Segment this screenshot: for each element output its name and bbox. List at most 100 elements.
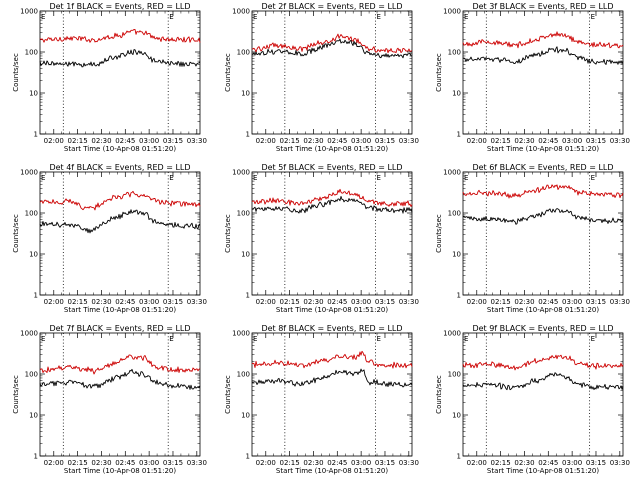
x-tick-label: 03:00 — [139, 459, 159, 467]
y-axis-label: Counts/sec — [224, 214, 232, 253]
x-tick-label: 02:00 — [44, 459, 64, 467]
x-tick-label: 03:30 — [610, 137, 630, 145]
series-line-lld — [39, 354, 201, 375]
x-tick-label: 03:30 — [399, 137, 419, 145]
chart-title: Det 8f BLACK = Events, RED = LLD — [261, 324, 402, 333]
x-tick-label: 02:45 — [538, 137, 558, 145]
chart-panel-7: Det 7f BLACK = Events, RED = LLD 1 10 100 10… — [12, 324, 207, 475]
chart-panel-8: Det 8f BLACK = Events, RED = LLD 1 10 100 10… — [224, 324, 419, 475]
series-line-events — [462, 46, 624, 65]
x-tick-label: 02:15 — [491, 459, 511, 467]
y-tick-label: 1 — [246, 292, 250, 300]
y-tick-label: 10 — [452, 90, 461, 98]
series-line-events — [251, 368, 413, 388]
x-tick-label: 02:15 — [68, 459, 88, 467]
flag-label-right: E — [169, 174, 173, 182]
series-line-lld — [462, 354, 624, 371]
chart-title: Det 1f BLACK = Events, RED = LLD — [49, 2, 190, 11]
x-tick-label: 02:15 — [280, 459, 300, 467]
x-tick-label: 02:45 — [115, 298, 135, 306]
chart-panel-9: Det 9f BLACK = Events, RED = LLD 1 10 100 10… — [435, 324, 630, 475]
y-tick-label: 1 — [457, 292, 461, 300]
x-tick-label: 03:30 — [399, 298, 419, 306]
y-tick-label: 1 — [457, 453, 461, 461]
chart-title: Det 7f BLACK = Events, RED = LLD — [49, 324, 190, 333]
flag-label-right: E — [376, 335, 380, 343]
series-line-lld — [251, 33, 413, 54]
y-axis-label: Counts/sec — [12, 53, 20, 92]
x-tick-label: 03:15 — [375, 459, 395, 467]
y-tick-label: 100 — [25, 49, 38, 57]
x-tick-label: 03:15 — [163, 459, 183, 467]
x-tick-label: 03:30 — [610, 298, 630, 306]
flag-label-left: E — [41, 335, 45, 343]
plot-frame — [39, 171, 201, 296]
x-tick-label: 03:30 — [399, 459, 419, 467]
flag-label-right: E — [591, 13, 595, 21]
x-tick-label: 03:15 — [375, 137, 395, 145]
y-tick-label: 1000 — [443, 330, 461, 338]
y-axis-label: Counts/sec — [12, 214, 20, 253]
y-tick-label: 1000 — [232, 8, 250, 16]
x-tick-label: 02:45 — [115, 137, 135, 145]
chart-panel-5: Det 5f BLACK = Events, RED = LLD 1 10 100 10… — [224, 163, 419, 314]
x-tick-label: 03:15 — [586, 459, 606, 467]
x-tick-label: 02:30 — [514, 137, 534, 145]
x-axis-label: Start Time (10-Apr-08 01:51:20) — [487, 306, 599, 314]
y-axis-label: Counts/sec — [435, 375, 443, 414]
x-tick-label: 02:30 — [303, 459, 323, 467]
y-axis-label: Counts/sec — [435, 53, 443, 92]
series-line-events — [39, 368, 201, 390]
y-tick-label: 10 — [452, 412, 461, 420]
x-tick-label: 02:00 — [467, 459, 487, 467]
y-tick-label: 1000 — [232, 330, 250, 338]
chart-title: Det 3f BLACK = Events, RED = LLD — [472, 2, 613, 11]
flag-label-right: E — [376, 13, 380, 21]
plot-frame — [462, 171, 624, 296]
y-tick-label: 100 — [237, 49, 250, 57]
y-tick-label: 100 — [25, 210, 38, 218]
y-tick-label: 1 — [34, 131, 38, 139]
chart-title: Det 2f BLACK = Events, RED = LLD — [261, 2, 402, 11]
plot-frame — [462, 332, 624, 457]
series-line-events — [462, 208, 624, 225]
chart-panel-4: Det 4f BLACK = Events, RED = LLD 1 10 100 10… — [12, 163, 207, 314]
y-tick-label: 1 — [246, 453, 250, 461]
x-tick-label: 03:00 — [351, 137, 371, 145]
flag-label-left: E — [41, 13, 45, 21]
y-tick-label: 100 — [448, 210, 461, 218]
x-tick-label: 03:00 — [562, 459, 582, 467]
y-tick-label: 10 — [241, 251, 250, 259]
x-tick-label: 02:30 — [514, 459, 534, 467]
x-tick-label: 02:45 — [327, 137, 347, 145]
flag-label-left: E — [41, 174, 45, 182]
x-tick-label: 02:45 — [327, 459, 347, 467]
x-tick-label: 02:15 — [280, 298, 300, 306]
chart-title: Det 4f BLACK = Events, RED = LLD — [49, 163, 190, 172]
x-tick-label: 03:00 — [351, 298, 371, 306]
y-axis-label: Counts/sec — [435, 214, 443, 253]
flag-label-right: E — [376, 174, 380, 182]
x-axis-label: Start Time (10-Apr-08 01:51:20) — [64, 467, 176, 475]
x-tick-label: 02:00 — [467, 137, 487, 145]
flag-label-right: E — [169, 335, 173, 343]
plot-frame — [462, 10, 624, 135]
series-line-events — [39, 209, 201, 234]
x-tick-label: 02:30 — [91, 298, 111, 306]
flag-label-left: E — [464, 13, 468, 21]
series-line-events — [251, 38, 413, 59]
x-tick-label: 02:00 — [467, 298, 487, 306]
x-axis-label: Start Time (10-Apr-08 01:51:20) — [276, 467, 388, 475]
x-tick-label: 03:30 — [187, 298, 207, 306]
y-tick-label: 100 — [237, 210, 250, 218]
series-line-lld — [462, 31, 624, 49]
y-tick-label: 10 — [241, 90, 250, 98]
flag-label-left: E — [253, 174, 257, 182]
y-tick-label: 10 — [241, 412, 250, 420]
x-tick-label: 02:45 — [538, 459, 558, 467]
x-tick-label: 03:00 — [562, 137, 582, 145]
flag-label-left: E — [464, 174, 468, 182]
series-line-lld — [39, 190, 201, 211]
series-line-events — [251, 195, 413, 214]
series-line-events — [39, 49, 201, 68]
